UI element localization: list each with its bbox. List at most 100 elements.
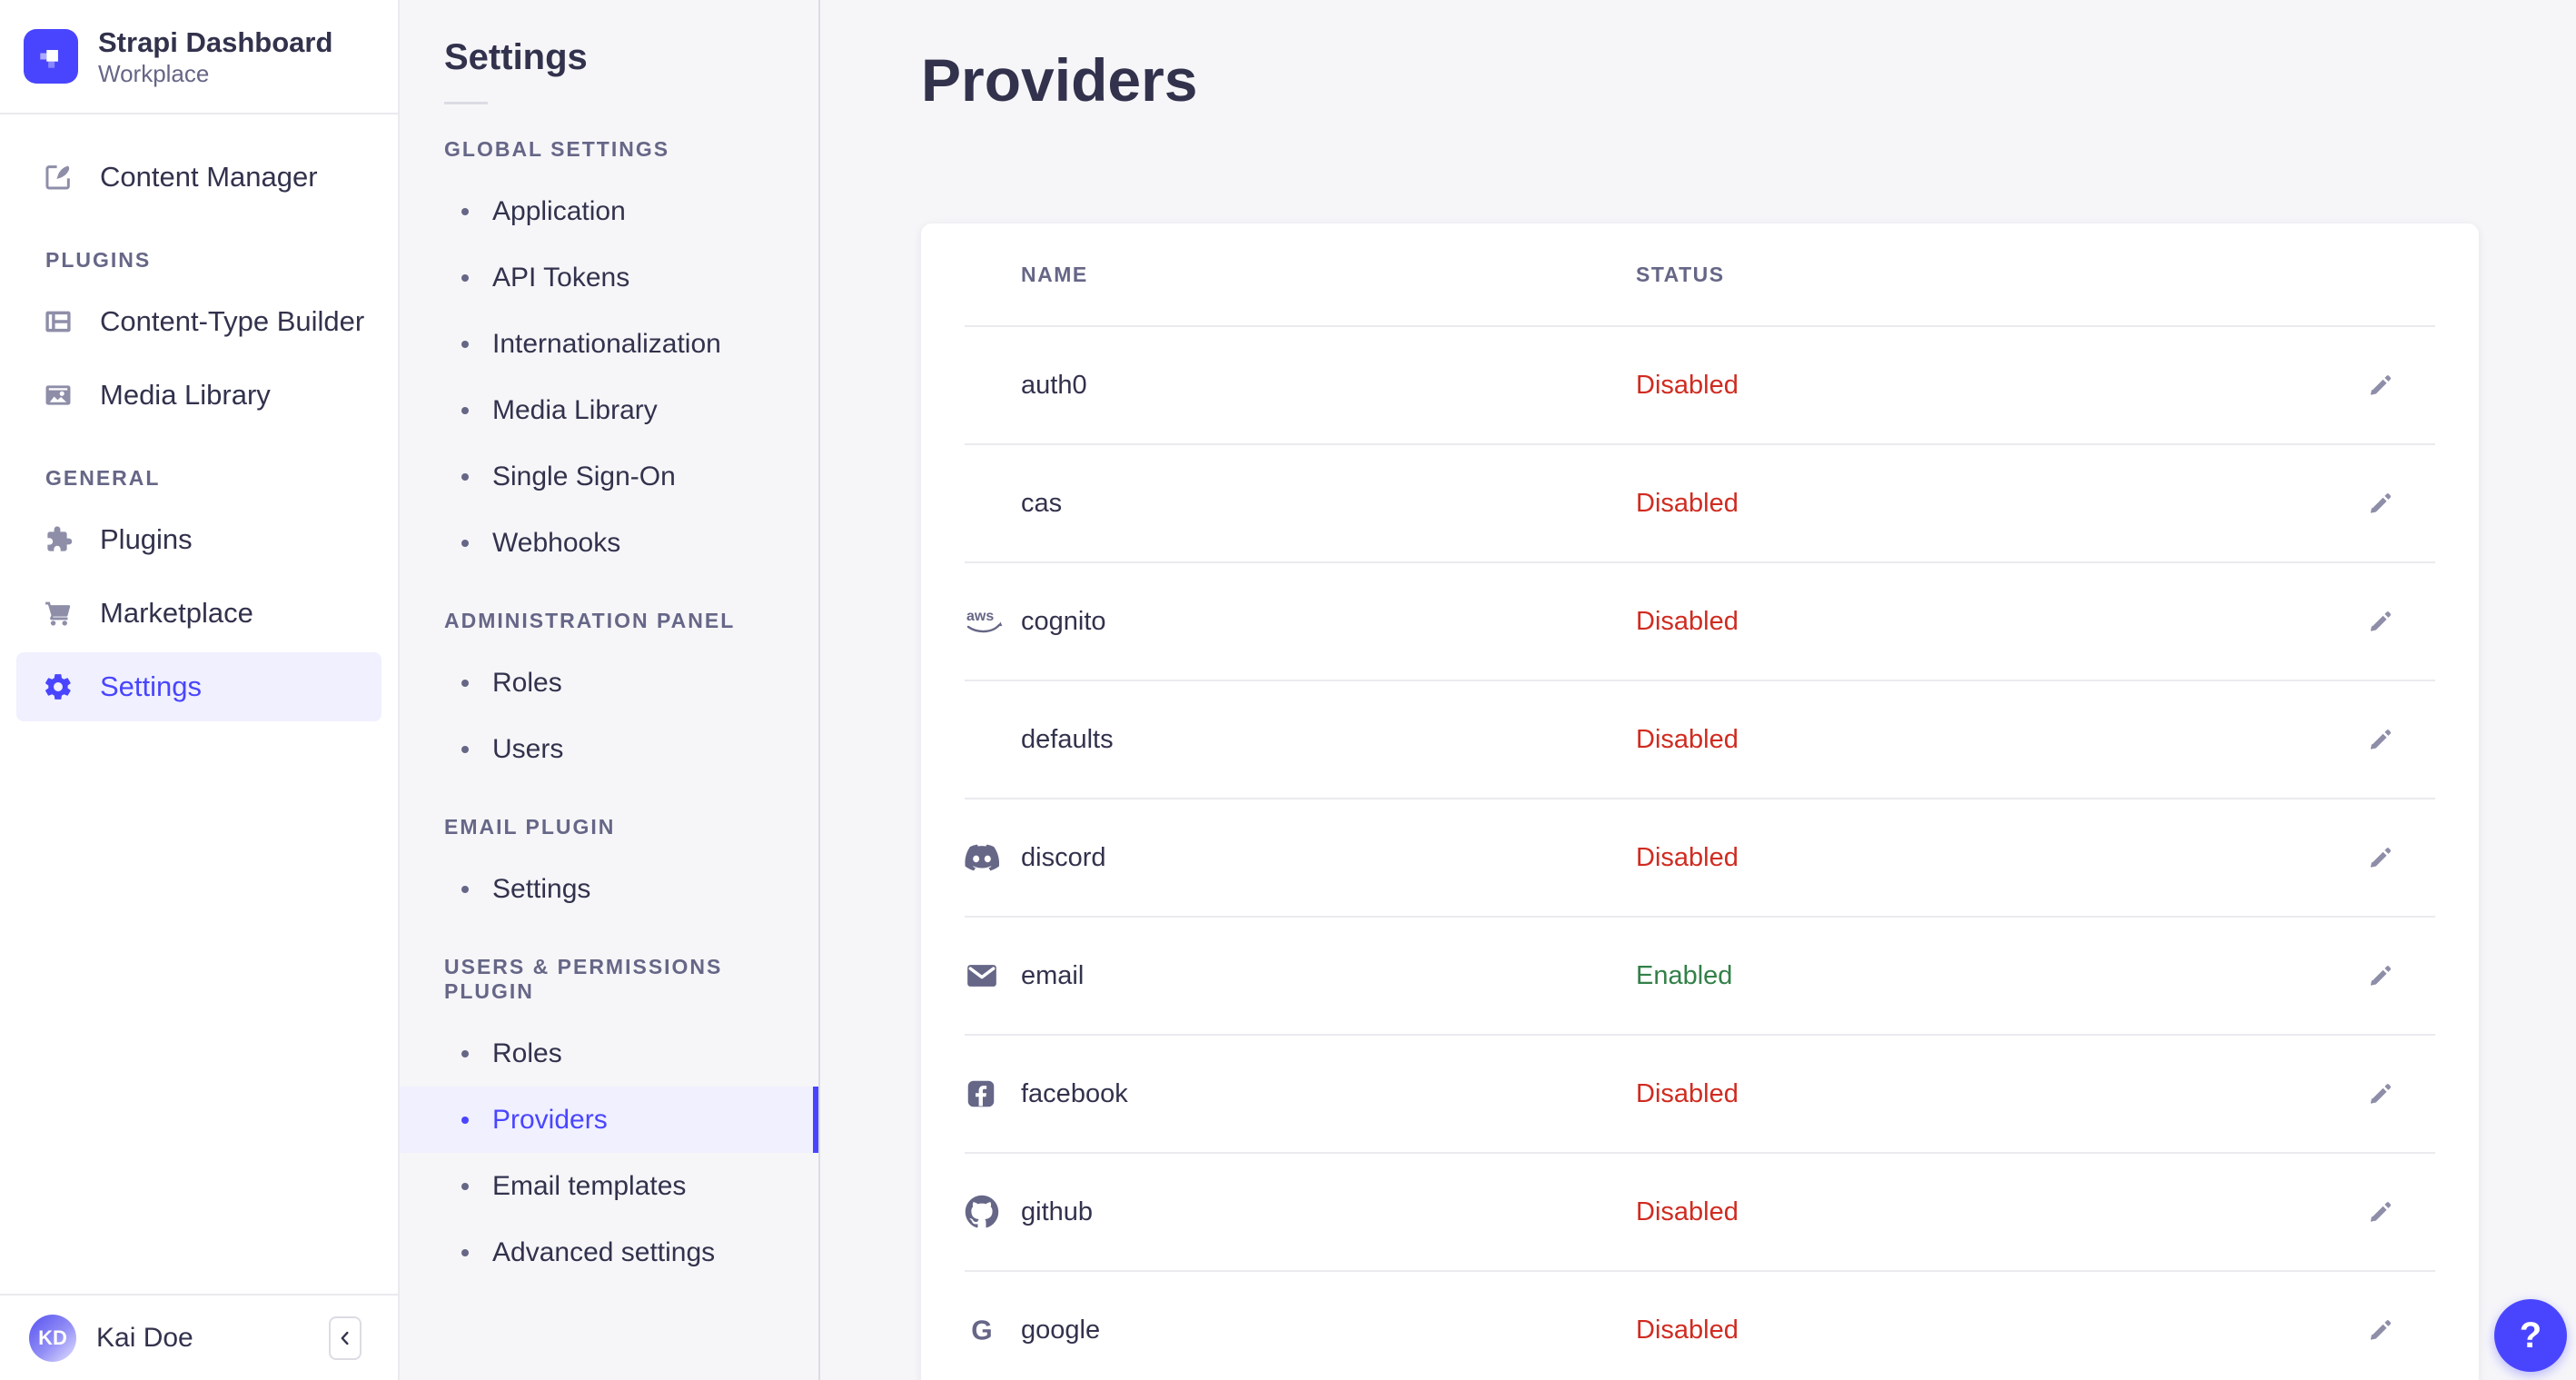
subnav-item-email-templates[interactable]: Email templates (400, 1153, 818, 1219)
edit-provider-button[interactable] (2361, 1074, 2401, 1114)
workspace-title: Strapi Dashboard (98, 26, 333, 58)
bullet-icon (461, 885, 469, 893)
bullet-icon (461, 679, 469, 687)
facebook-icon (965, 1077, 1021, 1110)
table-row-google[interactable]: G google Disabled (965, 1270, 2435, 1380)
table-row-cognito[interactable]: aws cognito Disabled (965, 561, 2435, 680)
cart-icon (42, 597, 74, 630)
subnav-item-media-library[interactable]: Media Library (400, 377, 818, 443)
subnav-section-users-permissions-plugin: USERS & PERMISSIONS PLUGIN Roles Provide… (400, 955, 818, 1286)
subnav-section-email-plugin: EMAIL PLUGIN Settings (400, 815, 818, 922)
pencil-icon (2370, 1202, 2391, 1222)
sidebar-section-plugins: PLUGINS (45, 248, 152, 272)
subnav-item-admin-users[interactable]: Users (400, 716, 818, 782)
sidebar-item-settings[interactable]: Settings (16, 652, 381, 721)
edit-provider-button[interactable] (2361, 1310, 2401, 1350)
subnav-item-email-settings[interactable]: Settings (400, 856, 818, 922)
bullet-icon (461, 1248, 469, 1256)
status-badge: Disabled (1636, 370, 1739, 400)
edit-content-icon (42, 161, 74, 194)
subnav-section-title: USERS & PERMISSIONS PLUGIN (444, 955, 723, 1003)
sidebar-item-content-manager[interactable]: Content Manager (16, 143, 381, 212)
pencil-icon (2370, 611, 2391, 631)
table-row-facebook[interactable]: facebook Disabled (965, 1034, 2435, 1152)
brand-text: Strapi Dashboard Workplace (98, 25, 332, 87)
provider-name: google (1021, 1315, 1101, 1345)
sidebar-item-label: Settings (100, 670, 203, 702)
sidebar-item-media-library[interactable]: Media Library (16, 361, 381, 430)
status-badge: Disabled (1636, 1315, 1739, 1345)
provider-name: auth0 (1021, 370, 1087, 400)
pencil-icon (2370, 848, 2391, 868)
edit-provider-button[interactable] (2361, 1192, 2401, 1232)
pencil-icon (2370, 966, 2391, 986)
edit-provider-button[interactable] (2361, 483, 2401, 523)
provider-name: defaults (1021, 724, 1114, 754)
avatar[interactable]: KD (29, 1314, 76, 1362)
sidebar-nav: Content Manager PLUGINS Content-Type Bui… (0, 114, 398, 726)
page-title: Providers (921, 46, 1198, 114)
subnav-item-up-roles[interactable]: Roles (400, 1020, 818, 1087)
sidebar-item-label: Media Library (100, 379, 271, 411)
workspace-brand[interactable]: Strapi Dashboard Workplace (0, 0, 398, 114)
sidebar-item-label: Marketplace (100, 597, 253, 629)
subnav-item-internationalization[interactable]: Internationalization (400, 311, 818, 377)
subnav-item-admin-roles[interactable]: Roles (400, 650, 818, 716)
provider-name: email (1021, 960, 1085, 990)
envelope-icon (965, 958, 1021, 993)
sidebar-item-label: Content Manager (100, 161, 318, 193)
subnav-item-label: Media Library (492, 394, 658, 425)
google-icon: G (965, 1313, 1021, 1347)
provider-name: discord (1021, 842, 1106, 872)
sidebar-item-content-type-builder[interactable]: Content-Type Builder (16, 287, 381, 356)
bullet-icon (461, 406, 469, 414)
table-row-discord[interactable]: discord Disabled (965, 798, 2435, 916)
edit-provider-button[interactable] (2361, 601, 2401, 641)
bullet-icon (461, 273, 469, 282)
subnav-item-webhooks[interactable]: Webhooks (400, 510, 818, 576)
subnav-section-title: ADMINISTRATION PANEL (444, 609, 736, 632)
subnav-item-label: API Tokens (492, 262, 630, 293)
sidebar-section-general: GENERAL (45, 466, 161, 490)
subnav-item-label: Providers (492, 1104, 608, 1135)
discord-icon (965, 840, 1021, 875)
sidebar-item-plugins[interactable]: Plugins (16, 505, 381, 574)
subnav-item-api-tokens[interactable]: API Tokens (400, 244, 818, 311)
column-header-status: STATUS (1636, 262, 1725, 286)
image-icon (42, 379, 74, 412)
subnav-item-providers[interactable]: Providers (400, 1087, 818, 1153)
subnav-item-label: Email templates (492, 1170, 687, 1201)
bullet-icon (461, 539, 469, 547)
table-row-github[interactable]: github Disabled (965, 1152, 2435, 1270)
table-row-cas[interactable]: cas Disabled (965, 443, 2435, 561)
help-button[interactable]: ? (2494, 1299, 2567, 1372)
settings-subnav: Settings GLOBAL SETTINGS Application API… (400, 0, 820, 1380)
sidebar-item-label: Content-Type Builder (100, 305, 365, 337)
provider-name: cas (1021, 488, 1063, 518)
table-row-email[interactable]: email Enabled (965, 916, 2435, 1034)
subnav-item-application[interactable]: Application (400, 178, 818, 244)
subnav-item-label: Users (492, 733, 564, 764)
table-header-row: NAME STATUS (965, 223, 2435, 325)
pencil-icon (2370, 1084, 2391, 1104)
gear-icon (42, 670, 74, 703)
edit-provider-button[interactable] (2361, 720, 2401, 759)
edit-provider-button[interactable] (2361, 838, 2401, 878)
bullet-icon (461, 1182, 469, 1190)
pencil-icon (2370, 493, 2391, 513)
sidebar-item-marketplace[interactable]: Marketplace (16, 579, 381, 648)
edit-provider-button[interactable] (2361, 956, 2401, 996)
provider-name: cognito (1021, 606, 1106, 636)
subnav-item-label: Application (492, 195, 626, 226)
subnav-item-single-sign-on[interactable]: Single Sign-On (400, 443, 818, 510)
provider-name: github (1021, 1196, 1094, 1226)
status-badge: Disabled (1636, 1078, 1739, 1108)
subnav-item-label: Settings (492, 873, 591, 904)
collapse-sidebar-button[interactable] (329, 1315, 362, 1360)
workspace-subtitle: Workplace (98, 60, 210, 87)
table-row-defaults[interactable]: defaults Disabled (965, 680, 2435, 798)
table-row-auth0[interactable]: auth0 Disabled (965, 325, 2435, 443)
edit-provider-button[interactable] (2361, 365, 2401, 405)
subnav-item-advanced-settings[interactable]: Advanced settings (400, 1219, 818, 1286)
status-badge: Disabled (1636, 842, 1739, 872)
